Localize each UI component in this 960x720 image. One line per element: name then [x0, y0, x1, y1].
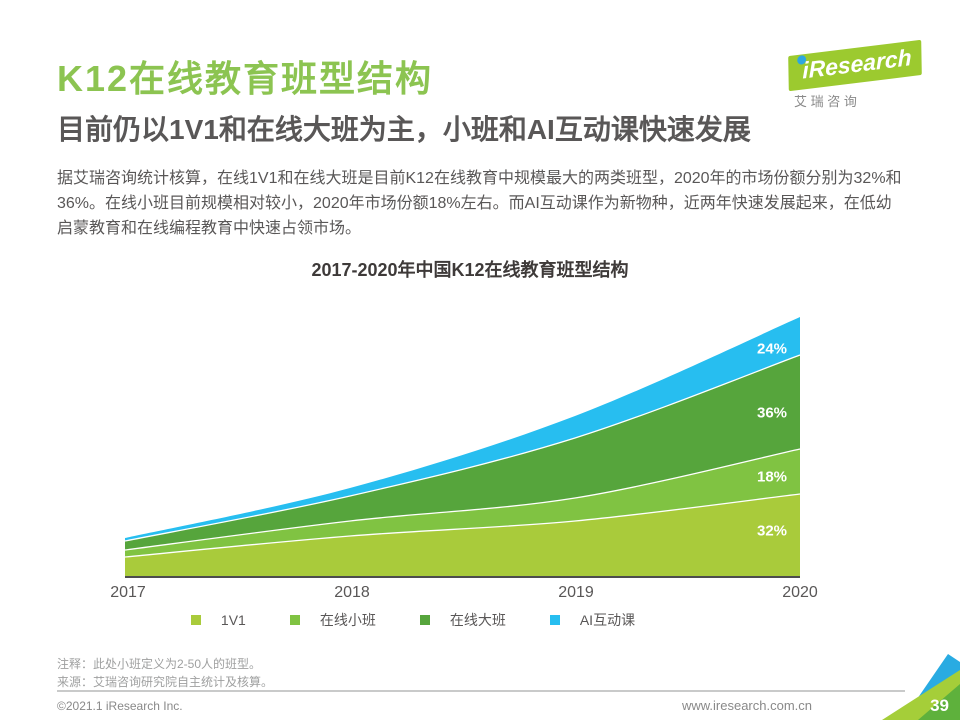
- legend-label-daban: 在线大班: [449, 612, 506, 628]
- x-tick-2019: 2019: [558, 584, 594, 601]
- x-tick-2018: 2018: [334, 584, 370, 601]
- data-label-xiaoban: 18%: [756, 468, 788, 486]
- data-label-ai: 24%: [756, 340, 788, 358]
- legend-label-ai: AI互动课: [579, 612, 636, 628]
- legend-swatch-xiaoban-icon: [289, 615, 300, 625]
- legend-item-1v1: 1V1: [190, 612, 246, 628]
- footnote-source: 来源：艾瑞咨询研究院自主统计及核算。: [57, 675, 274, 689]
- logo-subtext: 艾 瑞 咨 询: [794, 94, 857, 109]
- website-link[interactable]: www.iresearch.com.cn: [681, 698, 812, 713]
- legend-item-ai: AI互动课: [549, 610, 636, 630]
- body-paragraph: 据艾瑞咨询统计核算，在线1V1和在线大班是目前K12在线教育中规模最大的两类班型…: [57, 170, 902, 237]
- copyright-text: ©2021.1 iResearch Inc.: [57, 699, 183, 713]
- iresearch-logo: iResearch 艾 瑞 咨 询: [788, 39, 922, 110]
- x-tick-2017: 2017: [110, 584, 146, 601]
- legend-label-1v1: 1V1: [220, 612, 246, 628]
- data-label-1v1: 32%: [756, 522, 788, 540]
- page-title: K12在线教育班型结构: [57, 58, 434, 99]
- footer-divider: [57, 690, 905, 692]
- data-label-daban: 36%: [756, 404, 788, 422]
- legend-swatch-ai-icon: [549, 615, 560, 625]
- legend-swatch-1v1-icon: [190, 615, 201, 625]
- x-tick-2020: 2020: [782, 584, 818, 601]
- legend-swatch-daban-icon: [419, 615, 430, 625]
- page-number: 39: [930, 696, 949, 715]
- page-subtitle: 目前仍以1V1和在线大班为主，小班和AI互动课快速发展: [57, 114, 751, 145]
- legend-item-daban: 在线大班: [419, 610, 506, 630]
- corner-decoration: [882, 654, 960, 720]
- legend-label-xiaoban: 在线小班: [319, 612, 376, 628]
- legend-item-xiaoban: 在线小班: [289, 610, 376, 630]
- footnote-definition: 注释：此处小班定义为2-50人的班型。: [57, 657, 262, 671]
- chart-legend: 1V1 在线小班 在线大班 AI互动课: [60, 610, 766, 630]
- chart-title: 2017-2020年中国K12在线教育班型结构: [311, 260, 629, 280]
